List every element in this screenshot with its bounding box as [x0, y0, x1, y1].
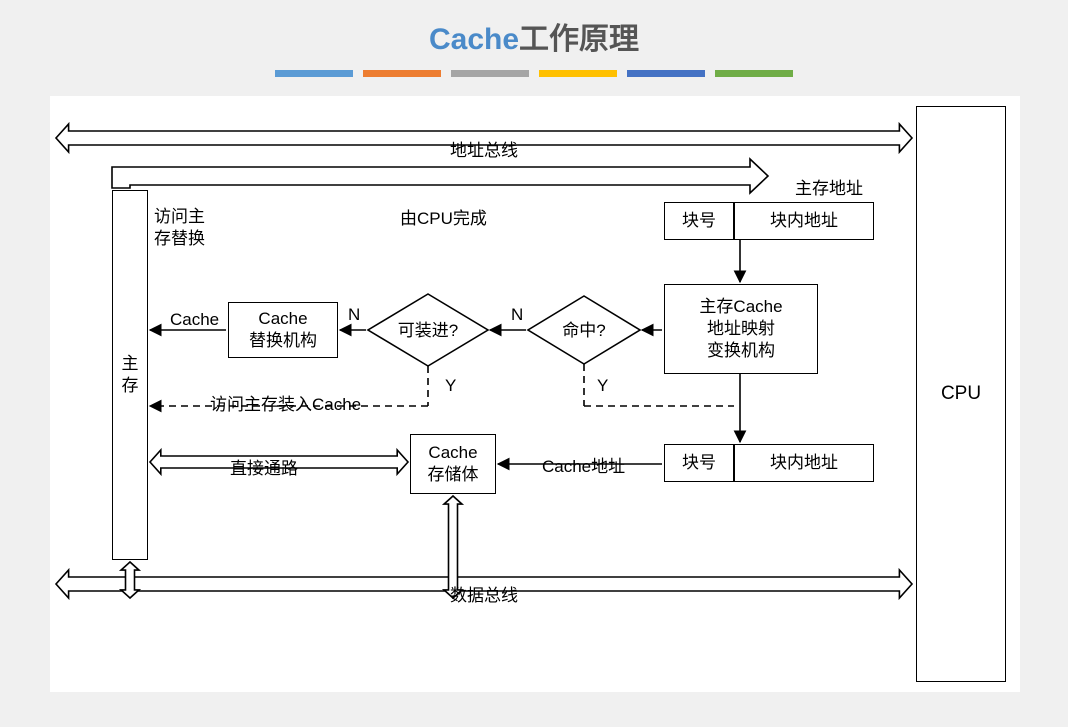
load-cache-label: 访问主存装入Cache	[210, 390, 361, 415]
visit-replace-label: 访问主存替换	[154, 206, 205, 250]
cache-store-box: Cache存储体	[410, 434, 496, 494]
diagram-svg: 命中? 可装进?	[50, 96, 1020, 692]
addr1-offset: 块内地址	[734, 202, 874, 240]
stripe-bar	[0, 70, 1068, 77]
n2-label: N	[348, 305, 360, 325]
by-cpu-label: 由CPU完成	[400, 204, 487, 229]
stripe	[715, 70, 793, 77]
page-title: Cache工作原理	[0, 0, 1068, 58]
direct-label: 直接通路	[230, 454, 298, 479]
cache-arrow-label: Cache	[170, 310, 219, 330]
svg-text:命中?: 命中?	[562, 321, 605, 340]
mapper-box: 主存Cache地址映射变换机构	[664, 284, 818, 374]
addr-bus-label: 地址总线	[450, 136, 518, 161]
addr1-block: 块号	[664, 202, 734, 240]
title-en: Cache	[429, 23, 519, 56]
diagram-canvas: 命中? 可装进? CPU 主存 块号 块内地址 主存Cache地址映射变换机构 块…	[50, 96, 1020, 692]
addr2-block: 块号	[664, 444, 734, 482]
cache-addr-label: Cache地址	[542, 452, 625, 477]
replace-box: Cache替换机构	[228, 302, 338, 358]
stripe	[627, 70, 705, 77]
y1-label: Y	[597, 376, 608, 396]
y2-label: Y	[445, 376, 456, 396]
title-cn: 工作原理	[519, 23, 639, 56]
svg-text:可装进?: 可装进?	[398, 321, 458, 340]
stripe	[539, 70, 617, 77]
stripe	[451, 70, 529, 77]
data-bus-label: 数据总线	[450, 581, 518, 606]
stripe	[363, 70, 441, 77]
main-memory-box: 主存	[112, 190, 148, 560]
stripe	[275, 70, 353, 77]
n1-label: N	[511, 305, 523, 325]
main-addr-label: 主存地址	[795, 174, 863, 199]
cpu-box: CPU	[916, 106, 1006, 682]
addr2-offset: 块内地址	[734, 444, 874, 482]
